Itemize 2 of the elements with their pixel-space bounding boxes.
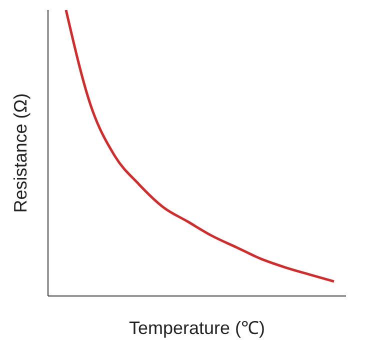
- y-axis-title: Resistance (Ω): [10, 93, 30, 213]
- x-axis-title: Temperature (℃): [128, 318, 266, 338]
